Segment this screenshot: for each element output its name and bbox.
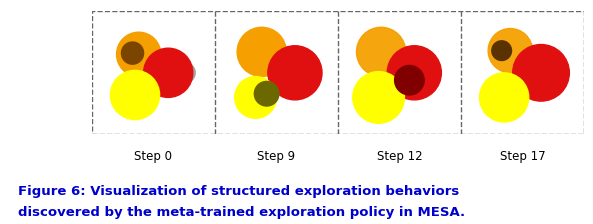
Circle shape — [480, 73, 529, 122]
Text: Step 12: Step 12 — [377, 150, 422, 163]
Circle shape — [144, 48, 193, 97]
Text: Step 17: Step 17 — [500, 150, 546, 163]
Text: Step 0: Step 0 — [135, 150, 173, 163]
Circle shape — [353, 72, 404, 123]
Circle shape — [176, 63, 195, 83]
Circle shape — [110, 70, 160, 120]
Circle shape — [237, 27, 286, 76]
Circle shape — [235, 76, 276, 118]
Circle shape — [513, 45, 569, 101]
Circle shape — [116, 32, 161, 76]
Circle shape — [254, 81, 279, 106]
Text: Figure 6: Visualization of structured exploration behaviors: Figure 6: Visualization of structured ex… — [18, 185, 459, 198]
Circle shape — [492, 41, 512, 60]
Text: Step 9: Step 9 — [257, 150, 295, 163]
Circle shape — [356, 27, 406, 76]
Text: discovered by the meta-trained exploration policy in MESA.: discovered by the meta-trained explorati… — [18, 206, 465, 219]
Circle shape — [387, 46, 441, 100]
Circle shape — [268, 46, 322, 100]
Circle shape — [122, 42, 144, 64]
Circle shape — [488, 28, 533, 73]
Circle shape — [394, 65, 424, 95]
